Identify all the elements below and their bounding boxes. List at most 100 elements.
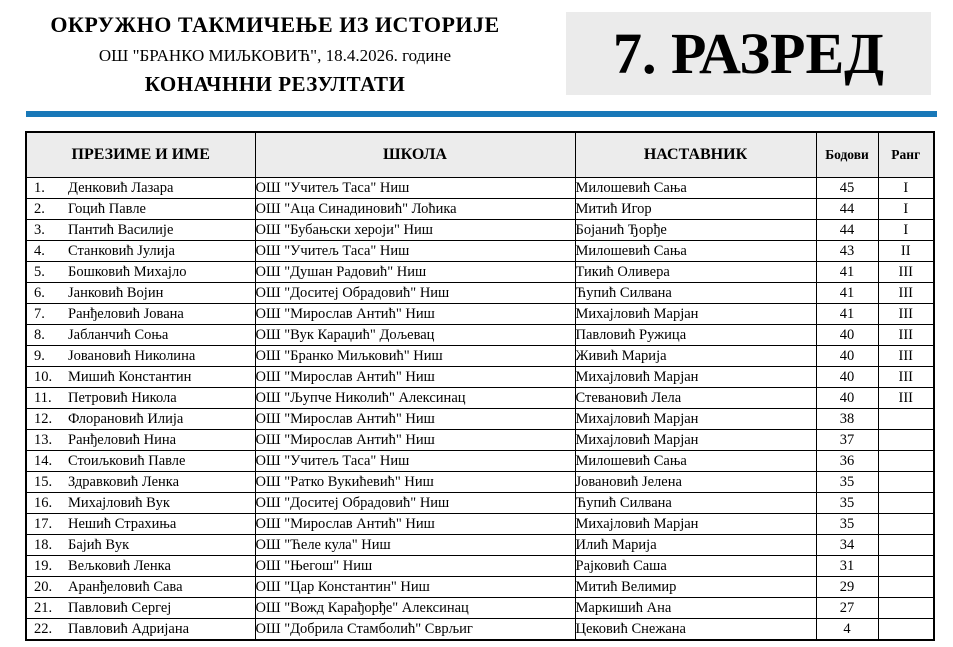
rank-cell <box>877 555 935 577</box>
teacher-cell: Михајловић Марјан <box>574 303 817 325</box>
row-number: 4. <box>34 242 45 259</box>
student-name-cell: 1. Денковић Лазара <box>25 177 256 199</box>
row-number: 22. <box>34 620 53 637</box>
student-name: Здравковић Ленка <box>68 473 180 490</box>
rank-cell <box>877 513 935 535</box>
points-cell: 40 <box>815 324 879 346</box>
student-name-cell: 14. Стоиљковић Павле <box>25 450 256 472</box>
table-row: 22. Павловић Адријана ОШ "Добрила Стамбол… <box>25 618 935 641</box>
teacher-cell: Илић Марија <box>574 534 817 556</box>
student-name-cell: 16. Михајловић Вук <box>25 492 256 514</box>
student-name-cell: 12. Флорановић Илија <box>25 408 256 430</box>
teacher-cell: Маркишић Ана <box>574 597 817 619</box>
school-cell: ОШ "Вук Караџић" Дољевац <box>254 324 576 346</box>
teacher-cell: Стевановић Лела <box>574 387 817 409</box>
table-row: 12. Флорановић Илија ОШ "Мирослав Антић" … <box>25 408 935 430</box>
table-row: 21. Павловић Сергеј ОШ "Вожд Карађорђе" А… <box>25 597 935 619</box>
rank-cell: III <box>877 366 935 388</box>
student-name: Павловић Адријана <box>68 620 190 637</box>
teacher-cell: Митић Велимир <box>574 576 817 598</box>
student-name-cell: 19. Вељковић Ленка <box>25 555 256 577</box>
student-name-cell: 9. Јовановић Николина <box>25 345 256 367</box>
student-name: Денковић Лазара <box>68 179 174 196</box>
table-row: 8. Јабланчић Соња ОШ "Вук Караџић" Дољева… <box>25 324 935 346</box>
student-name: Петровић Никола <box>68 389 177 406</box>
student-name: Гоцић Павле <box>68 200 146 217</box>
row-number: 19. <box>34 557 53 574</box>
table-row: 11. Петровић Никола ОШ "Љупче Николић" Ал… <box>25 387 935 409</box>
student-name-cell: 15. Здравковић Ленка <box>25 471 256 493</box>
table-row: 15. Здравковић Ленка ОШ "Ратко Вукићевић"… <box>25 471 935 493</box>
teacher-cell: Цековић Снежана <box>574 618 817 641</box>
teacher-cell: Бојанић Ђорђе <box>574 219 817 241</box>
rank-cell: I <box>877 198 935 220</box>
student-name: Пантић Василије <box>68 221 174 238</box>
table-row: 3. Пантић Василије ОШ "Бубањски хероји" Н… <box>25 219 935 241</box>
teacher-cell: Милошевић Сања <box>574 240 817 262</box>
school-cell: ОШ "Душан Радовић" Ниш <box>254 261 576 283</box>
school-cell: ОШ "Мирослав Антић" Ниш <box>254 408 576 430</box>
points-cell: 41 <box>815 261 879 283</box>
student-name-cell: 2. Гоцић Павле <box>25 198 256 220</box>
row-number: 5. <box>34 263 45 280</box>
points-cell: 38 <box>815 408 879 430</box>
row-number: 2. <box>34 200 45 217</box>
rank-cell: II <box>877 240 935 262</box>
table-row: 9. Јовановић Николина ОШ "Бранко Миљковић… <box>25 345 935 367</box>
teacher-cell: Ћупић Силвана <box>574 492 817 514</box>
row-number: 8. <box>34 326 45 343</box>
results-table: ПРЕЗИМЕ И ИМЕ ШКОЛА НАСТАВНИК Бодови Ран… <box>25 131 935 641</box>
student-name: Мишић Константин <box>68 368 192 385</box>
school-cell: ОШ "Мирослав Антић" Ниш <box>254 303 576 325</box>
row-number: 11. <box>34 389 52 406</box>
student-name: Флорановић Илија <box>68 410 184 427</box>
row-number: 17. <box>34 515 53 532</box>
rank-cell <box>877 492 935 514</box>
points-cell: 35 <box>815 513 879 535</box>
rank-cell: I <box>877 219 935 241</box>
school-cell: ОШ "Учитељ Таса" Ниш <box>254 240 576 262</box>
student-name-cell: 6. Јанковић Војин <box>25 282 256 304</box>
teacher-cell: Јовановић Јелена <box>574 471 817 493</box>
table-row: 7. Ранђеловић Јована ОШ "Мирослав Антић" … <box>25 303 935 325</box>
grade-badge: 7. РАЗРЕД <box>566 12 931 95</box>
student-name: Нешић Страхиња <box>68 515 177 532</box>
table-row: 5. Бошковић Михајло ОШ "Душан Радовић" Ни… <box>25 261 935 283</box>
points-cell: 36 <box>815 450 879 472</box>
school-cell: ОШ "Вожд Карађорђе" Алексинац <box>254 597 576 619</box>
school-cell: ОШ "Доситеј Обрадовић" Ниш <box>254 492 576 514</box>
points-cell: 4 <box>815 618 879 641</box>
student-name-cell: 13. Ранђеловић Нина <box>25 429 256 451</box>
rank-cell <box>877 408 935 430</box>
points-cell: 40 <box>815 387 879 409</box>
points-cell: 29 <box>815 576 879 598</box>
table-row: 18. Бајић Вук ОШ "Ћеле кула" Ниш Илић Мар… <box>25 534 935 556</box>
student-name: Аранђеловић Сава <box>68 578 183 595</box>
rank-cell <box>877 597 935 619</box>
rank-cell <box>877 534 935 556</box>
school-cell: ОШ "Бубањски хероји" Ниш <box>254 219 576 241</box>
teacher-cell: Живић Марија <box>574 345 817 367</box>
teacher-cell: Рајковић Саша <box>574 555 817 577</box>
row-number: 15. <box>34 473 53 490</box>
student-name-cell: 11. Петровић Никола <box>25 387 256 409</box>
school-cell: ОШ "Ратко Вукићевић" Ниш <box>254 471 576 493</box>
points-cell: 27 <box>815 597 879 619</box>
rank-cell <box>877 450 935 472</box>
points-cell: 37 <box>815 429 879 451</box>
points-cell: 40 <box>815 366 879 388</box>
points-cell: 41 <box>815 303 879 325</box>
rank-cell: III <box>877 261 935 283</box>
row-number: 20. <box>34 578 53 595</box>
points-cell: 40 <box>815 345 879 367</box>
points-cell: 44 <box>815 219 879 241</box>
row-number: 10. <box>34 368 53 385</box>
rank-cell <box>877 429 935 451</box>
competition-title: ОКРУЖНО ТАКМИЧЕЊЕ ИЗ ИСТОРИЈЕ <box>50 12 500 37</box>
column-header-name: ПРЕЗИМЕ И ИМЕ <box>25 131 256 178</box>
teacher-cell: Милошевић Сања <box>574 450 817 472</box>
school-cell: ОШ "Добрила Стамболић" Сврљиг <box>254 618 576 641</box>
points-cell: 34 <box>815 534 879 556</box>
school-cell: ОШ "Његош" Ниш <box>254 555 576 577</box>
